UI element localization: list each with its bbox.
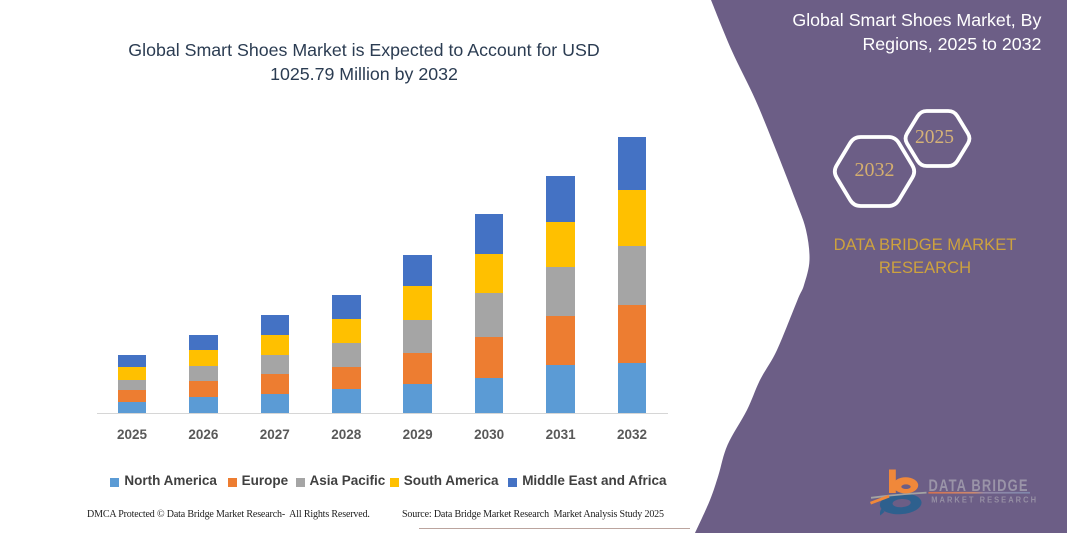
svg-text:DATA BRIDGE: DATA BRIDGE <box>929 476 1029 495</box>
svg-text:MARKET RESEARCH: MARKET RESEARCH <box>931 495 1038 504</box>
